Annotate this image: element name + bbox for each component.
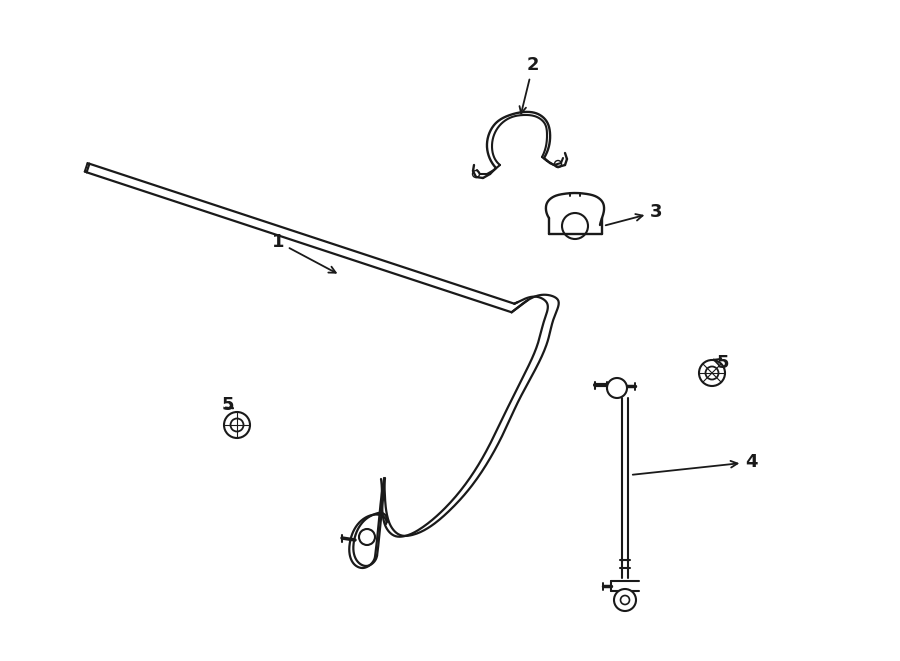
Text: 5: 5 (221, 396, 234, 414)
Circle shape (607, 378, 627, 398)
Text: 3: 3 (606, 203, 662, 225)
Text: 1: 1 (272, 233, 336, 273)
Text: 2: 2 (519, 56, 539, 113)
Polygon shape (86, 164, 515, 312)
Text: 4: 4 (633, 453, 758, 475)
Text: 5: 5 (714, 354, 729, 372)
Circle shape (614, 589, 636, 611)
